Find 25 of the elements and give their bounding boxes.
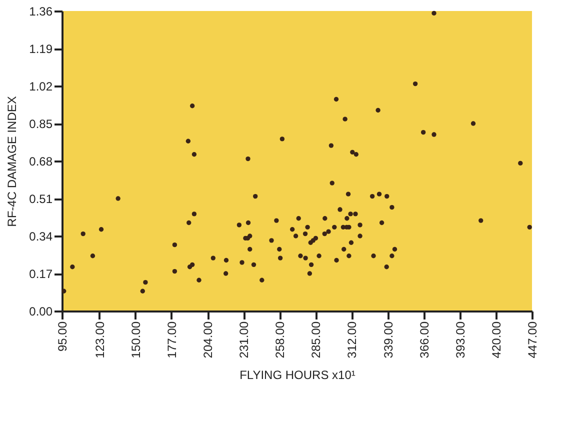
x-tick-label: 366.00 bbox=[417, 321, 432, 358]
y-tick-label: 1.02 bbox=[29, 80, 53, 94]
x-tick-label: 393.00 bbox=[453, 321, 468, 358]
y-tick-label: 0.68 bbox=[29, 154, 53, 168]
y-axis-title: RF-4C DAMAGE INDEX bbox=[5, 96, 20, 227]
y-tick-label: 0.51 bbox=[29, 192, 53, 206]
x-tick-label: 339.00 bbox=[381, 321, 396, 358]
y-tick-label: 1.19 bbox=[29, 42, 53, 56]
x-tick-label: 285.00 bbox=[309, 321, 324, 358]
x-axis-title: FLYING HOURS x10¹ bbox=[240, 368, 356, 382]
y-tick-label: 0.85 bbox=[29, 117, 53, 131]
x-tick-label: 231.00 bbox=[237, 321, 252, 358]
y-tick-label: 0.34 bbox=[29, 230, 53, 244]
x-tick-label: 95.00 bbox=[56, 321, 70, 352]
y-tick-label: 1.36 bbox=[29, 4, 53, 18]
x-tick-label: 150.00 bbox=[128, 321, 143, 358]
y-tick-label: 0.00 bbox=[29, 304, 53, 318]
y-tick-label: 0.17 bbox=[29, 267, 53, 281]
x-tick-label: 123.00 bbox=[92, 321, 107, 358]
x-tick-label: 258.00 bbox=[273, 321, 288, 358]
x-tick-label: 420.00 bbox=[489, 321, 504, 358]
x-tick-label: 447.00 bbox=[526, 321, 540, 358]
x-tick-label: 177.00 bbox=[164, 321, 179, 358]
x-tick-label: 204.00 bbox=[201, 321, 216, 358]
x-tick-label: 312.00 bbox=[345, 321, 360, 358]
